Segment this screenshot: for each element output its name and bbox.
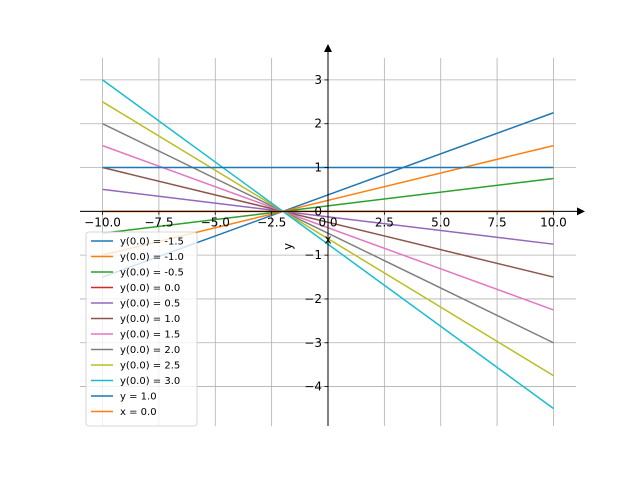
legend-label-7: y(0.0) = 2.0 <box>120 345 180 356</box>
legend-label-5: y(0.0) = 1.0 <box>120 314 180 325</box>
y-axis-arrow <box>324 44 332 52</box>
y-tick-label: −4 <box>304 380 322 394</box>
x-tick-label: 10.0 <box>540 215 567 229</box>
legend-label-2: y(0.0) = -0.5 <box>120 268 184 279</box>
axes <box>80 44 585 426</box>
x-tick-label: −7.5 <box>144 215 173 229</box>
legend-label-6: y(0.0) = 1.5 <box>120 330 180 341</box>
x-tick-label: 0.0 <box>318 215 337 229</box>
y-tick-label: 1 <box>314 161 322 175</box>
y-axis-label: y <box>281 243 295 250</box>
legend-label-4: y(0.0) = 0.5 <box>120 299 180 310</box>
x-tick-label: −5.0 <box>201 215 230 229</box>
y-tick-label: 2 <box>314 117 322 131</box>
legend: y(0.0) = -1.5 y(0.0) = -1.0 y(0.0) = -0.5 y… <box>85 231 198 427</box>
y-tick-label: −1 <box>304 248 322 262</box>
x-axis-arrow <box>577 207 585 216</box>
x-tick-label: 7.5 <box>488 215 507 229</box>
legend-label-11: x = 0.0 <box>120 407 157 418</box>
legend-label-9: y(0.0) = 3.0 <box>120 376 180 387</box>
tick-labels: −10.0 −7.5 −5.0 −2.5 0.0 2.5 5.0 7.5 10.0 −4 −3 −2 −… <box>84 73 567 394</box>
legend-label-1: y(0.0) = -1.0 <box>120 252 184 263</box>
x-axis-label: x <box>324 232 331 246</box>
legend-box <box>85 231 198 427</box>
x-tick-label: 5.0 <box>431 215 450 229</box>
y-tick-label: −3 <box>304 336 322 350</box>
legend-label-8: y(0.0) = 2.5 <box>120 361 180 372</box>
y-tick-label: 0 <box>314 204 322 218</box>
legend-label-10: y = 1.0 <box>120 392 157 403</box>
legend-label-0: y(0.0) = -1.5 <box>120 237 184 248</box>
x-tick-label: 2.5 <box>375 215 394 229</box>
legend-label-3: y(0.0) = 0.0 <box>120 283 180 294</box>
x-tick-label: −10.0 <box>84 215 121 229</box>
x-tick-label: −2.5 <box>257 215 286 229</box>
y-tick-label: −2 <box>304 292 322 306</box>
y-tick-label: 3 <box>314 73 322 87</box>
